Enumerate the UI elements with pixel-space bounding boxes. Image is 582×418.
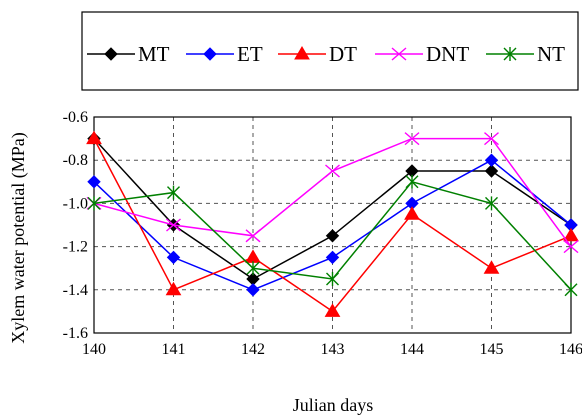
series-mt-point-143 [325, 229, 340, 243]
x-axis-title: Julian days [293, 395, 374, 415]
series-dt [86, 130, 579, 317]
legend-item-dt-marker-shape [294, 46, 310, 60]
series-dt-point-143 [324, 303, 341, 317]
series-dnt-point-142-stroke-b [245, 229, 261, 243]
legend-item-mt-marker-shape [104, 47, 118, 61]
series-dnt-point-144 [404, 132, 420, 146]
series-dt-point-140 [86, 130, 102, 145]
series-et-point-140-shape [87, 175, 101, 189]
series-dnt-point-141 [166, 218, 181, 232]
x-tick-label-143: 143 [321, 341, 345, 358]
legend-item-dnt-label: DNT [426, 42, 469, 66]
series-nt [87, 174, 578, 297]
series-dnt-point-142 [245, 229, 261, 243]
legend: MT ET DT DNT NT [81, 11, 579, 91]
series-dt-point-144 [404, 206, 420, 220]
series-dnt-point-143 [325, 164, 340, 178]
legend-item-nt-marker [503, 47, 517, 61]
series-dnt-point-143-stroke-b [325, 164, 340, 178]
series-dt-point-146 [563, 227, 579, 242]
y-tick-label-1-0: -1.0 [63, 195, 88, 212]
y-tick-label-0-8: -0.8 [63, 152, 88, 169]
series-nt-point-144 [405, 174, 419, 189]
series-dt-point-145-shape [483, 260, 500, 274]
series-dt-point-142-shape [245, 249, 261, 263]
series-dnt-point-146-stroke-b [563, 240, 579, 254]
series-dt-point-144-shape [404, 206, 420, 220]
series-dt-point-140-shape [86, 130, 102, 145]
series-dnt-point-146 [563, 240, 579, 254]
series-et-point-145-shape [484, 153, 499, 167]
series-et [87, 153, 578, 297]
series-dnt [86, 132, 579, 254]
series-et-point-140 [87, 175, 101, 189]
x-tick-label-140: 140 [82, 341, 106, 358]
x-tick-label-146: 146 [559, 341, 582, 358]
series-dt-point-143-shape [324, 303, 341, 317]
legend-item-mt-label: MT [138, 42, 170, 66]
series-et-point-143 [325, 250, 340, 265]
series-nt-point-145 [485, 196, 498, 211]
legend-item-mt: MT [87, 42, 170, 66]
y-tick-label-0-6: -0.6 [63, 109, 88, 126]
legend-item-dt-label: DT [329, 42, 357, 66]
series-nt-point-140 [87, 196, 101, 211]
legend-item-dt-marker [294, 46, 310, 60]
tick-labels: 140 141 142 143 144 145 146 -1.6 -1.4 -1.2 -1.0 -0.… [63, 109, 582, 358]
legend-item-mt-marker [104, 47, 118, 61]
series-group [86, 130, 579, 317]
legend-item-dnt: DNT [375, 42, 469, 66]
legend-item-dnt-marker [391, 47, 407, 61]
legend-item-et: ET [186, 42, 263, 66]
x-tick-label-145: 145 [480, 341, 504, 358]
series-et-point-145 [484, 153, 499, 167]
series-nt-point-141 [167, 185, 180, 200]
legend-item-et-label: ET [237, 42, 263, 66]
series-et-point-141 [166, 250, 181, 265]
series-et-point-142-shape [246, 283, 260, 297]
legend-item-nt-label: NT [537, 42, 565, 66]
series-nt-point-142 [246, 261, 260, 276]
y-tick-label-1-4: -1.4 [63, 282, 88, 299]
y-tick-label-1-6: -1.6 [63, 325, 88, 342]
x-tick-label-144: 144 [400, 341, 424, 358]
series-et-point-141-shape [166, 250, 181, 265]
series-dt-point-145 [483, 260, 500, 274]
x-tick-label-142: 142 [241, 341, 265, 358]
legend-box [81, 11, 579, 91]
series-nt-point-146 [564, 282, 578, 297]
series-et-point-142 [246, 283, 260, 297]
legend-item-nt: NT [486, 42, 565, 66]
series-dnt-point-145 [484, 132, 499, 146]
legend-item-dt: DT [278, 42, 357, 66]
x-tick-label-141: 141 [162, 341, 186, 358]
series-mt-point-143-shape [325, 229, 340, 243]
y-axis-title: Xylem water potential (MPa) [8, 132, 29, 343]
series-dt-point-142 [245, 249, 261, 263]
series-dnt-point-141-stroke-b [166, 218, 181, 232]
series-dnt-point-145-stroke-b [484, 132, 499, 146]
series-dt-point-146-shape [563, 227, 579, 242]
series-mt-point-145-shape [484, 164, 499, 178]
legend-item-dnt-marker-stroke-b [391, 47, 407, 61]
series-nt-point-143 [326, 272, 339, 286]
y-tick-label-1-2: -1.2 [63, 239, 88, 256]
series-mt-point-145 [484, 164, 499, 178]
series-et-point-143-shape [325, 250, 340, 265]
legend-item-et-marker [203, 47, 217, 61]
legend-item-et-marker-shape [203, 47, 217, 61]
series-dnt-point-144-stroke-b [404, 132, 420, 146]
series-dt-point-141 [165, 281, 182, 296]
series-dt-point-141-shape [165, 281, 182, 296]
